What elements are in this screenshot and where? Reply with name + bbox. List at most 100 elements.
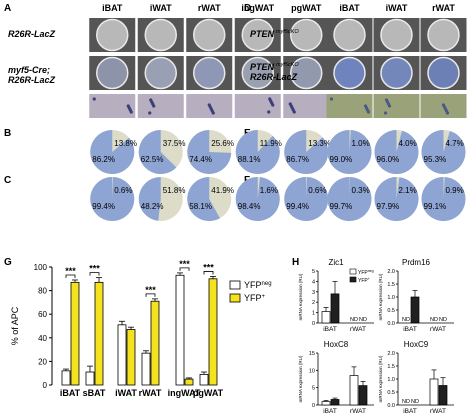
bar	[349, 375, 359, 406]
well-stained	[241, 56, 274, 90]
significance-bracket	[203, 271, 214, 275]
significance-bracket	[65, 274, 76, 278]
nd-label: ND	[402, 317, 410, 323]
column-label: iBAT	[339, 3, 360, 13]
subplot-Prdm16: Prdm16 0.0 0.5 1.0 1.5 2.0 mRNA expression (RU…	[378, 258, 454, 333]
row-label-D2b: R26R-LacZ	[250, 72, 298, 82]
subplot-HoxC9: HoxC9 0.0 0.5 1.0 1.5 2.0 mRNA expression (RU)…	[378, 340, 454, 415]
stained-cell	[363, 104, 368, 108]
pie-slice-blue	[327, 177, 372, 222]
y-tick-label: 1.5	[387, 364, 395, 370]
pie-slice-blue	[374, 130, 419, 174]
pie-label-beige: 0.9%	[446, 186, 464, 195]
y-tick-label: 0.5	[387, 308, 395, 314]
stained-cell	[288, 102, 292, 106]
bar	[358, 385, 368, 406]
micrograph	[373, 94, 420, 118]
y-tick-label: 2.0	[387, 351, 395, 357]
pie-label-blue: 88.1%	[238, 155, 261, 164]
y-tick-label: 5	[312, 269, 315, 275]
pie: 98.4% 1.6%	[235, 177, 280, 221]
bar	[208, 278, 218, 386]
y-tick-label: 80	[38, 287, 47, 296]
pie-slice-blue	[374, 177, 419, 221]
pie-slice-blue	[327, 130, 372, 175]
legend-swatch	[349, 268, 357, 275]
subplot-HoxC8: HoxC8 0 5 10 15 mRNA expression (RU) iBAT rWAT	[298, 340, 374, 415]
pie-label-beige: 25.6%	[211, 139, 234, 148]
pie-slice-blue	[90, 177, 135, 222]
pie: 97.9% 2.1%	[374, 177, 419, 221]
pie: 99.4% 0.6%	[90, 177, 135, 222]
row-label-D1: PTEN	[250, 29, 275, 39]
well-stained	[427, 56, 460, 90]
significance-label: ***	[89, 264, 100, 274]
pie: 86.7% 13.3%	[284, 130, 331, 175]
bar	[438, 385, 448, 406]
bar	[410, 296, 420, 324]
panel-letter-B: B	[4, 128, 11, 139]
pie-label-blue: 98.4%	[238, 202, 261, 211]
stained-cell	[149, 98, 153, 102]
bar	[94, 281, 104, 386]
y-tick-label: 2	[312, 300, 315, 306]
bar	[141, 352, 151, 386]
pie: 96.0% 4.0%	[374, 130, 419, 174]
row-label-D2: PTEN	[250, 62, 275, 72]
stained-cell	[267, 110, 271, 114]
significance-label: ***	[179, 259, 190, 269]
pie-slice-blue	[235, 130, 280, 174]
y-tick-label: 1.0	[387, 377, 395, 383]
x-tick-label: iBAT	[60, 388, 81, 398]
pie-label-beige: 0.3%	[352, 186, 370, 195]
stained-cell	[329, 97, 334, 101]
pie-label-beige: 13.8%	[114, 139, 137, 148]
y-tick-label: 15	[309, 351, 315, 357]
pie: 62.5% 37.5%	[138, 130, 185, 174]
bar	[321, 311, 331, 324]
y-axis-label: mRNA expression (RU)	[298, 355, 303, 402]
pie-label-blue: 99.0%	[330, 155, 353, 164]
x-tick-label: ingWAT	[168, 388, 201, 398]
pie-slice-blue	[187, 130, 232, 175]
well-stained	[380, 56, 413, 90]
stained-cell	[384, 98, 389, 102]
pie-panel-F: 99.7% 0.3% 97.9% 2.1% 99.1% 0.9%	[327, 177, 466, 222]
stained-cell	[148, 111, 152, 115]
nd-label: ND	[439, 317, 447, 323]
well-plain	[333, 18, 366, 52]
panel-A: iBAT iWAT rWAT ingWAT pgWAT	[89, 3, 330, 118]
row-label-A2: R26R-LacZ	[8, 75, 56, 85]
legend-swatch	[229, 293, 241, 303]
y-tick-label: 40	[38, 334, 47, 343]
legend-label: YFP+	[244, 293, 266, 303]
pie-label-beige: 11.9%	[260, 139, 282, 148]
column-label: iWAT	[386, 3, 408, 13]
bar	[175, 274, 185, 386]
row-label-D1-sup: myf5cKO	[276, 29, 299, 35]
pie: 74.4% 25.6%	[187, 130, 234, 175]
significance-bracket	[145, 293, 156, 297]
column-label: rWAT	[432, 3, 455, 13]
pie: 95.3% 4.7%	[421, 130, 466, 174]
pie-slice-blue	[421, 177, 466, 222]
pie-slice-blue	[138, 177, 161, 221]
pie-label-blue: 86.7%	[286, 155, 309, 164]
stained-cell	[441, 103, 446, 107]
subplot-title: HoxC8	[324, 340, 349, 349]
pie-label-blue: 99.7%	[330, 202, 353, 211]
pie-label-blue: 95.3%	[424, 155, 447, 164]
bar	[321, 401, 331, 406]
pie: 99.4% 0.6%	[284, 177, 329, 222]
y-tick-label: 100	[34, 263, 48, 272]
well-plain	[241, 18, 274, 52]
well-plain	[193, 18, 226, 52]
significance-label: ***	[203, 262, 214, 272]
pie: 88.1% 11.9%	[235, 130, 282, 174]
pie-slice-blue	[138, 130, 177, 174]
row-label-A2: myf5-Cre;	[8, 65, 50, 75]
pie-slice-blue	[421, 130, 466, 174]
panel-letter-G: G	[4, 257, 12, 268]
y-axis-label: mRNA expression (RU)	[378, 273, 383, 320]
x-tick-label: iBAT	[403, 326, 417, 333]
